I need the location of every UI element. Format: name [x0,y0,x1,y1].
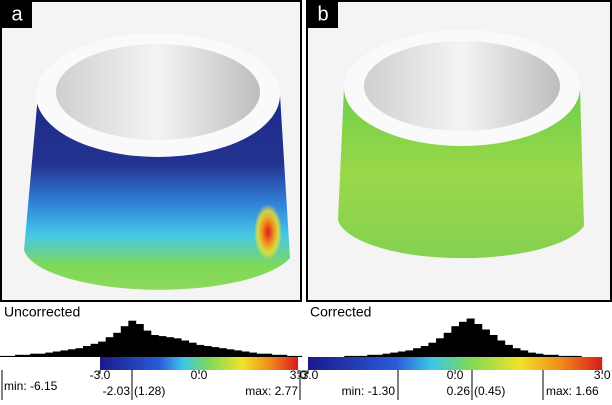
histogram-bar [536,354,544,357]
histogram-bar [30,354,38,357]
stat-mean: -2.03 [103,384,131,398]
tick-label: -3.0 [298,368,319,382]
histogram-bar [83,346,91,357]
histogram-bar [106,337,114,357]
histogram-bar [227,349,235,357]
stat-min: min: -1.30 [342,384,396,398]
tick-label: 0.0 [447,368,464,382]
histogram-bar [405,350,413,357]
histogram-bar [91,344,99,357]
stat-min: min: -6.15 [4,379,58,393]
histogram-bar [257,354,265,357]
histogram-bar [497,341,505,358]
stat-std: (1.28) [134,384,165,398]
render-b: b [307,1,611,301]
histogram-bar [189,343,197,357]
histogram-bar [166,337,174,357]
histogram-bar [219,348,227,357]
histogram-bar [151,335,159,357]
stat-std: (0.45) [474,384,505,398]
panel-label: b [317,3,328,25]
histogram-bar [143,331,151,357]
histogram-bar [128,321,136,357]
histogram-bar [196,345,204,357]
histogram-bar [398,352,406,358]
histogram-bar [352,356,360,357]
histogram-bar [459,322,467,357]
histogram-bar [68,349,76,357]
histogram-bar [249,353,257,357]
histogram-bar [421,346,429,357]
histogram-bar [566,356,574,357]
histogram-bar [294,356,302,357]
histogram-bar [428,343,436,357]
histogram-bar [287,356,295,357]
histogram-bar [211,347,219,357]
histogram-bar [574,356,582,357]
tick-label: -3.0 [90,368,111,382]
caption: Corrected [310,304,371,320]
stat-mean: 0.26 [447,384,471,398]
histogram-bar [543,355,551,357]
histogram-bar [528,353,536,357]
stat-max: max: 2.77 [245,384,298,398]
histogram-bar [45,353,53,357]
tick-label: 0.0 [191,368,208,382]
histogram-bar [490,335,498,357]
histogram-bar [482,330,490,358]
histogram-bar [436,338,444,357]
histogram-bar [0,356,8,357]
histogram-bar [98,342,106,357]
histogram-bar [505,345,513,357]
histogram-bar [558,356,566,357]
histogram-bar [38,354,46,357]
histogram-bar [272,355,280,357]
histogram-bar [159,336,167,357]
histogram-bar [136,324,144,357]
histogram-bar [375,355,383,357]
histogram-bar [242,352,250,358]
histogram-bar [444,333,452,357]
histogram-bar [76,348,84,357]
histogram-bar [383,354,391,357]
histogram-bar [113,333,121,357]
histogram-bar [53,352,61,358]
histogram-bar [60,350,68,357]
histogram-bar [520,350,528,357]
histogram-bar [413,348,421,357]
tick-label: 3.0 [594,368,611,382]
histogram-bar [390,353,398,357]
histogram-bar [279,355,287,357]
histogram-bar [204,346,212,357]
histogram-bar [174,338,182,357]
histogram-bar [513,348,521,357]
histogram-bar [8,356,16,357]
histogram-bar [551,355,559,357]
histogram-bar [181,341,189,358]
histogram-bar [360,356,368,357]
histogram-bar [344,356,352,357]
histogram-bar [474,324,482,357]
histogram-bar [234,350,242,357]
panel-label: a [11,3,23,25]
caption: Uncorrected [4,304,80,320]
histogram-bar [15,355,23,357]
render-a: a [1,1,301,301]
histogram-bar [467,319,475,358]
histogram-bar [451,326,459,357]
histogram-bar [264,354,272,357]
histogram-bar [23,355,31,357]
stat-max: max: 1.66 [546,384,599,398]
histogram-bar [121,326,129,357]
histogram-bar [367,355,375,357]
